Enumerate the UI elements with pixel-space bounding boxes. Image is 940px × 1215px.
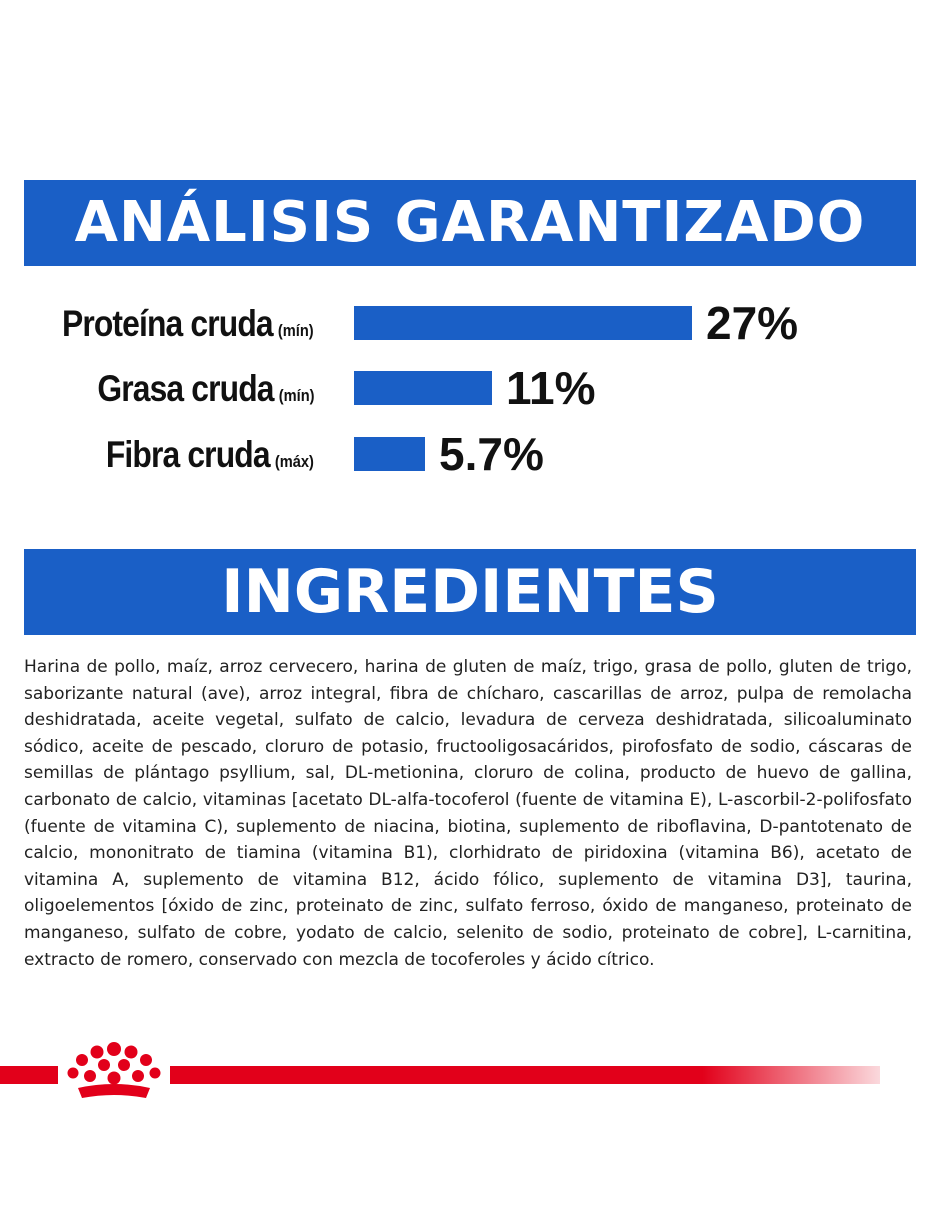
- bar: [354, 437, 425, 471]
- bar: [354, 371, 492, 405]
- footer-red-line-left: [0, 1066, 58, 1084]
- ingredients-banner: INGREDIENTES: [24, 549, 916, 635]
- chart-row: Fibra cruda (máx) 5.7%: [0, 428, 940, 480]
- category-name: Grasa cruda: [96, 368, 274, 409]
- category-qualifier: (máx): [274, 452, 314, 471]
- royal-canin-crown-icon: [67, 1042, 161, 1098]
- category-qualifier: (mín): [278, 386, 314, 405]
- bar: [354, 306, 692, 340]
- data-label: 27%: [706, 297, 799, 349]
- ingredients-title: INGREDIENTES: [221, 557, 719, 627]
- analysis-title: ANÁLISIS GARANTIZADO: [74, 190, 866, 255]
- data-label: 11%: [506, 362, 596, 414]
- analysis-banner: ANÁLISIS GARANTIZADO: [24, 180, 916, 266]
- category-name: Proteína cruda: [62, 303, 274, 344]
- category-qualifier: (mín): [278, 321, 314, 340]
- category-label: Grasa cruda (mín): [97, 368, 314, 410]
- ingredients-text: Harina de pollo, maíz, arroz cervecero, …: [24, 657, 912, 970]
- category-name: Fibra cruda: [106, 434, 271, 475]
- chart-row: Proteína cruda (mín) 27%: [0, 297, 940, 349]
- chart-row: Grasa cruda (mín) 11%: [0, 362, 940, 414]
- data-label: 5.7%: [439, 428, 544, 480]
- footer-red-line-right: [170, 1066, 880, 1084]
- category-label: Proteína cruda (mín): [62, 303, 314, 345]
- category-label: Fibra cruda (máx): [106, 434, 314, 476]
